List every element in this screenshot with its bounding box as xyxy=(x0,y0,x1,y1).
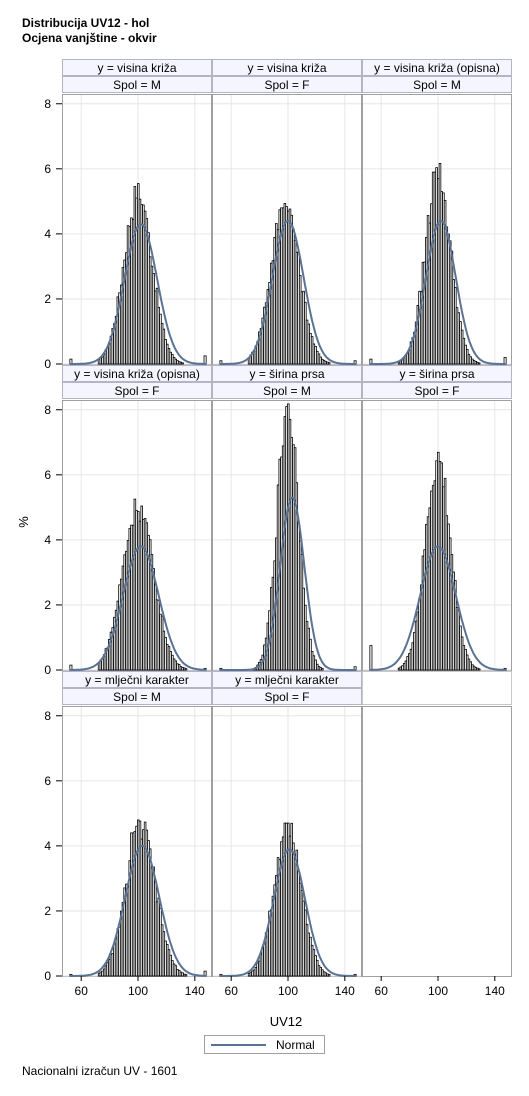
histogram-bar xyxy=(327,362,331,365)
y-tick-label: 0 xyxy=(44,663,51,677)
histogram-bar xyxy=(477,668,481,671)
normal-curve xyxy=(69,223,207,365)
histogram-bar xyxy=(327,974,331,977)
y-tick-label: 8 xyxy=(44,709,51,723)
y-tick-label: 6 xyxy=(44,774,51,788)
panel-header-spol-label: Spol = M xyxy=(113,78,161,92)
panel-header-spol xyxy=(362,382,512,399)
y-tick-label: 8 xyxy=(44,97,51,111)
panel-header-y xyxy=(62,365,212,382)
panel-header-y-label: y = širina prsa xyxy=(249,367,324,381)
panel-header-spol xyxy=(212,382,362,399)
x-tick-label: 60 xyxy=(375,984,389,998)
panel-header-spol xyxy=(212,688,362,705)
y-tick-label: 0 xyxy=(44,357,51,371)
panel-header-spol xyxy=(62,688,212,705)
y-axis-label: % xyxy=(16,516,31,528)
panel-header-y xyxy=(212,671,362,688)
histogram-bar xyxy=(181,362,184,365)
panel-header-spol-label: Spol = F xyxy=(414,384,459,398)
panel-header-spol xyxy=(62,76,212,93)
x-tick-label: 100 xyxy=(428,984,448,998)
empty-panel-header xyxy=(362,671,512,705)
legend-normal-label: Normal xyxy=(276,1038,315,1052)
panel-header-y-label: y = visina križa (opisna) xyxy=(374,61,500,75)
histogram-bars xyxy=(69,183,207,365)
panel-header-spol xyxy=(212,76,362,93)
y-tick-label: 4 xyxy=(44,839,51,853)
panel-header-spol-label: Spol = M xyxy=(413,78,461,92)
histogram-bars xyxy=(69,819,207,977)
chart-subtitle: Ocjena vanjštine - okvir xyxy=(22,31,157,45)
panel-header-y xyxy=(212,365,362,382)
panel-header-y-label: y = visina križa xyxy=(247,61,326,75)
normal-curve xyxy=(219,848,357,977)
panel-header-y xyxy=(362,59,512,76)
y-tick-label: 2 xyxy=(44,292,51,306)
panel-header-spol xyxy=(362,76,512,93)
panel-frame xyxy=(362,706,512,977)
normal-curve xyxy=(69,844,207,977)
normal-curve xyxy=(369,219,507,365)
normal-curve xyxy=(69,545,207,671)
y-tick-label: 2 xyxy=(44,904,51,918)
panel-header-y-label: y = širina prsa xyxy=(399,367,474,381)
x-tick-label: 100 xyxy=(128,984,148,998)
x-tick-label: 60 xyxy=(225,984,239,998)
histogram-bar-edge-right xyxy=(203,355,207,365)
x-tick-label: 140 xyxy=(485,984,505,998)
panel-header-spol-label: Spol = M xyxy=(113,690,161,704)
x-tick-label: 140 xyxy=(185,984,205,998)
histogram-bars xyxy=(219,203,357,365)
y-tick-label: 4 xyxy=(44,533,51,547)
panel-header-y xyxy=(362,365,512,382)
panel-header-y-label: y = mlječni karakter xyxy=(85,673,189,687)
histogram-bar xyxy=(184,668,188,671)
y-tick-label: 8 xyxy=(44,403,51,417)
histogram-bars xyxy=(219,822,357,977)
panel-header-spol-label: Spol = M xyxy=(263,384,311,398)
panel-header-spol-label: Spol = F xyxy=(114,384,159,398)
panel-header-y xyxy=(62,59,212,76)
histogram-bar xyxy=(321,668,324,671)
chart-title: Distribucija UV12 - hol xyxy=(22,16,150,30)
x-tick-label: 140 xyxy=(335,984,355,998)
x-axis-label: UV12 xyxy=(270,1014,303,1029)
panel-header-spol xyxy=(62,382,212,399)
y-tick-label: 4 xyxy=(44,227,51,241)
histogram-bar xyxy=(184,974,188,977)
y-tick-label: 2 xyxy=(44,598,51,612)
histogram-bars xyxy=(369,451,507,671)
normal-curve xyxy=(219,496,357,671)
histogram-bar xyxy=(477,362,481,365)
panel-header-spol-label: Spol = F xyxy=(264,78,309,92)
y-tick-label: 6 xyxy=(44,468,51,482)
histogram-bar-edge-left xyxy=(369,645,373,671)
normal-curve xyxy=(219,219,357,365)
x-tick-label: 100 xyxy=(278,984,298,998)
panel-header-y-label: y = visina križa (opisna) xyxy=(74,367,200,381)
footnote: Nacionalni izračun UV - 1601 xyxy=(22,1064,178,1078)
y-tick-label: 6 xyxy=(44,162,51,176)
panel-header-y-label: y = visina križa xyxy=(97,61,176,75)
panel-header-y xyxy=(62,671,212,688)
normal-curve xyxy=(369,545,507,671)
y-tick-label: 0 xyxy=(44,969,51,983)
panel-header-y-label: y = mlječni karakter xyxy=(235,673,339,687)
x-tick-label: 60 xyxy=(75,984,89,998)
histogram-bars xyxy=(69,498,207,671)
panel-header-y xyxy=(212,59,362,76)
panel-header-spol-label: Spol = F xyxy=(264,690,309,704)
